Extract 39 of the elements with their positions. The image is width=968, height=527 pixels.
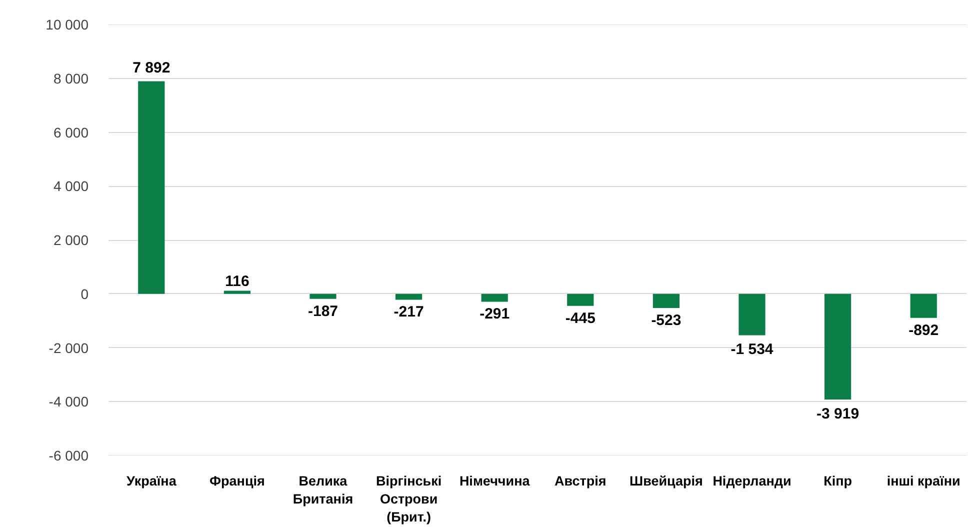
bar: [824, 294, 852, 400]
data-label: -892: [908, 322, 939, 339]
x-tick-label: інші країни: [886, 474, 960, 488]
x-tick-label: Україна: [126, 474, 177, 488]
data-label: -445: [565, 310, 596, 327]
x-tick-label: Швейцарія: [630, 474, 703, 488]
y-tick-label: -4 000: [48, 394, 89, 410]
y-tick-label: 2 000: [53, 232, 89, 248]
x-tick-label: Кіпр: [824, 474, 852, 488]
bar: [910, 294, 937, 318]
x-tick-label: Велика Британія: [292, 474, 354, 506]
bar: [224, 290, 250, 294]
bar: [396, 294, 422, 300]
data-label: -291: [480, 306, 510, 323]
bar: [567, 294, 594, 306]
data-label: -217: [394, 304, 424, 321]
y-tick-label: -6 000: [48, 448, 89, 464]
x-tick-label: Франція: [210, 474, 265, 488]
x-tick-label: Німеччина: [459, 474, 530, 488]
bar: [652, 294, 680, 308]
data-label: 116: [225, 272, 250, 290]
x-tick-label: Віргінські Острови (Брит.): [376, 474, 442, 524]
y-tick-label: 8 000: [53, 70, 89, 86]
bar: [738, 294, 766, 336]
x-tick-label: Нідерланди: [712, 474, 792, 488]
data-label: -187: [308, 302, 338, 320]
data-label: 7 892: [132, 59, 170, 76]
bar: [138, 81, 165, 294]
y-tick-label: 6 000: [53, 124, 89, 140]
x-tick-label: Австрія: [554, 474, 606, 488]
y-tick-label: 10 000: [46, 16, 89, 32]
bar: [481, 294, 508, 302]
y-tick-label: 0: [80, 286, 89, 302]
y-tick-label: -2 000: [48, 340, 89, 356]
data-label: -523: [651, 312, 682, 329]
data-label: -3 919: [816, 405, 860, 422]
data-label: -1 534: [730, 341, 774, 358]
bar: [310, 294, 336, 299]
y-tick-label: 4 000: [53, 178, 89, 194]
